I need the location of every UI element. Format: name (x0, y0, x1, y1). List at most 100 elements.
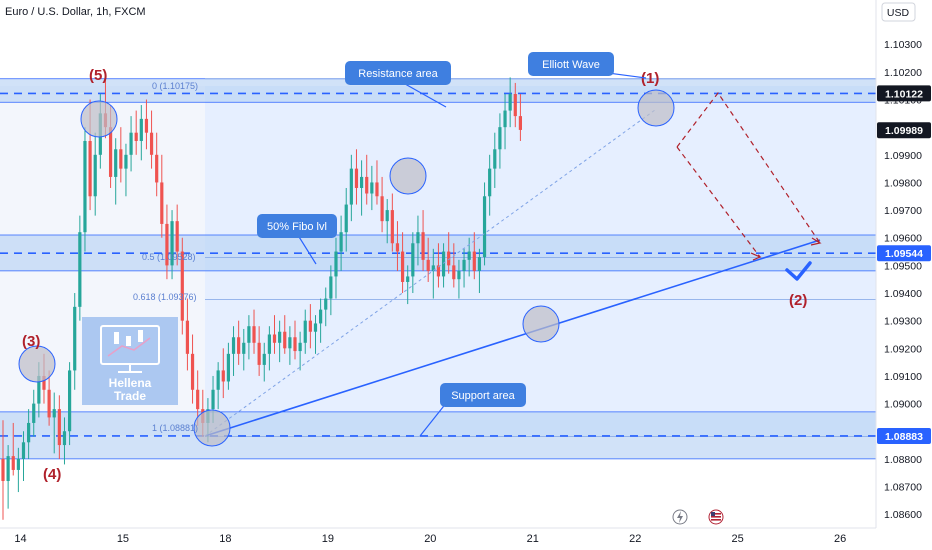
candle-body (93, 154, 97, 197)
time-tick-label: 19 (322, 533, 334, 545)
wave-label-3: (3) (22, 333, 40, 350)
price-tick-label: 1.08800 (884, 454, 922, 466)
candle-body (129, 132, 133, 155)
candle-body (380, 196, 384, 222)
time-tick-label: 15 (117, 533, 129, 545)
candle-body (144, 118, 149, 133)
projection-path-b (676, 146, 761, 258)
candle-body (247, 326, 251, 343)
candle-body (47, 389, 51, 418)
candle-body (447, 251, 451, 266)
event-us-flag-icon[interactable] (708, 509, 724, 525)
candle-body (78, 232, 82, 307)
candle-body (513, 93, 517, 117)
fib-label-05: 0.5 (1.09528) (142, 252, 196, 262)
fib-label-1: 1 (1.08881) (152, 423, 198, 433)
price-badge-label: 1.08883 (885, 431, 923, 443)
candle-body (134, 132, 138, 141)
candle-body (329, 276, 333, 299)
callout-support-label: Support area (451, 390, 515, 402)
wave-label-4: (4) (43, 466, 61, 483)
candle-body (67, 370, 72, 432)
candle-body (339, 232, 343, 252)
candle-body (149, 132, 154, 155)
callout-resistance[interactable]: Resistance area (345, 61, 451, 108)
time-axis[interactable] (0, 528, 876, 550)
candle-body (88, 140, 92, 197)
candle-body (108, 127, 113, 177)
price-tick-label: 1.09900 (884, 150, 922, 162)
candle-body (359, 176, 364, 188)
candle-body (190, 353, 195, 390)
candle-body (62, 431, 67, 446)
svg-text:Trade: Trade (114, 389, 146, 403)
candle-body (283, 331, 287, 349)
pivot-circle-1 (637, 89, 675, 127)
support-trendline[interactable] (204, 239, 821, 437)
candle-body (288, 337, 292, 349)
price-axis[interactable] (876, 0, 932, 550)
candle-body (365, 176, 369, 194)
candle-body (262, 353, 266, 365)
candle-body (411, 243, 415, 277)
wave-label-1: (1) (641, 70, 659, 87)
candle-body (52, 409, 56, 418)
callout-elliott[interactable]: Elliott Wave (528, 52, 647, 79)
candle-body (267, 334, 271, 354)
price-badge-label: 1.10122 (885, 88, 923, 100)
price-tick-label: 1.09500 (884, 260, 922, 272)
candle-body (242, 342, 246, 354)
pivot-circle-mid-low (522, 305, 560, 343)
pivot-circle-3 (18, 345, 56, 383)
candle-body (226, 353, 231, 382)
price-tick-label: 1.09300 (884, 316, 922, 328)
candle-body (334, 251, 338, 277)
candle-body (416, 232, 420, 244)
price-tick-label: 1.09700 (884, 205, 922, 217)
candle-body (395, 243, 400, 252)
candle-body (160, 182, 164, 224)
candle-body (231, 337, 236, 354)
callout-support[interactable]: Support area (419, 383, 526, 437)
callout-elliott-label: Elliott Wave (542, 59, 600, 71)
candle-body (421, 232, 425, 260)
candle-body (426, 259, 430, 271)
hellena-trade-logo: Hellena Trade (82, 317, 178, 405)
candle-body (237, 337, 241, 354)
candle-body (349, 168, 353, 205)
currency-badge[interactable] (881, 2, 916, 22)
event-lightning-icon[interactable] (672, 509, 688, 525)
candle-body (477, 257, 482, 271)
time-tick-label: 26 (834, 533, 846, 545)
time-tick-label: 14 (14, 533, 26, 545)
candle-body (42, 375, 46, 390)
candle-body (257, 342, 261, 365)
candle-body (196, 389, 200, 410)
price-tick-label: 1.08700 (884, 482, 922, 494)
candle-body (6, 456, 10, 482)
time-tick-label: 21 (527, 533, 539, 545)
time-tick-label: 20 (424, 533, 436, 545)
candle-body (354, 168, 359, 188)
price-badge-label: 1.09544 (885, 248, 923, 260)
candle-body (518, 116, 523, 130)
fib-label-0618: 0.618 (1.09376) (133, 292, 197, 302)
candle-body (21, 442, 26, 459)
candle-body (124, 154, 128, 169)
candle-body (32, 403, 36, 423)
pivot-circle-mid-high (389, 157, 427, 195)
candle-body (278, 331, 282, 343)
candle-body (406, 276, 410, 282)
candle-body (185, 320, 190, 354)
wave-label-2: (2) (789, 292, 807, 309)
candle-body (272, 334, 277, 343)
price-tick-label: 1.09400 (884, 288, 922, 300)
candle-body (344, 204, 348, 233)
candle-body (308, 320, 312, 332)
candle-body (452, 265, 456, 280)
wave-label-5: (5) (89, 67, 107, 84)
candle-body (303, 320, 307, 343)
callout-fibo[interactable]: 50% Fibo lvl (257, 214, 337, 265)
candle-body (216, 370, 220, 390)
